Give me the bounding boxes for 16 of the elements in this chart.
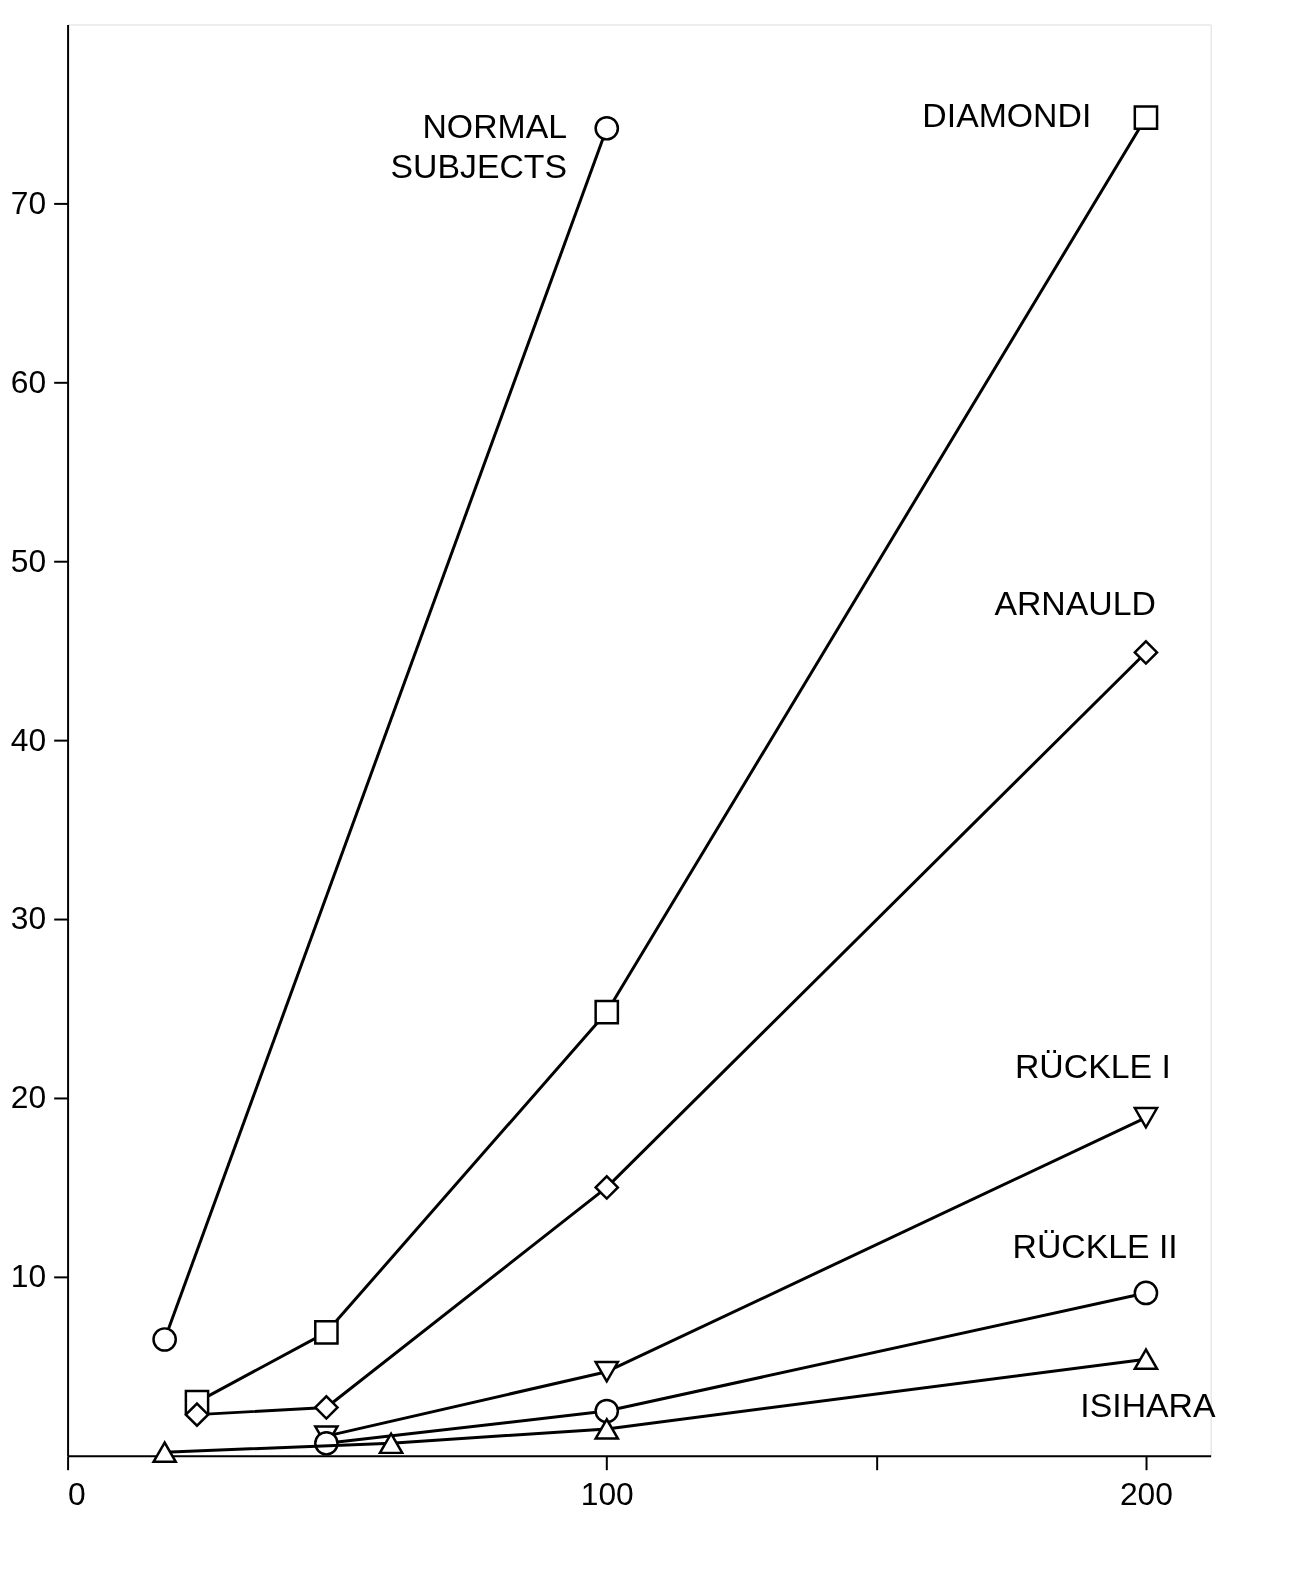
series-label: DIAMONDI [922, 96, 1092, 135]
y-tick-label: 30 [10, 900, 47, 937]
series-label: NORMAL SUBJECTS [390, 107, 567, 185]
y-tick-label: 20 [10, 1079, 47, 1116]
y-tick-label: 70 [10, 184, 47, 221]
series-label: ARNAULD [994, 583, 1156, 622]
series-label: RÜCKLE I [1014, 1046, 1171, 1085]
y-tick-label: 10 [10, 1258, 47, 1295]
y-tick-label: 50 [10, 542, 47, 579]
y-tick-label: 40 [10, 721, 47, 758]
series-label: ISIHARA [1080, 1385, 1216, 1424]
x-tick-label: 0 [68, 1475, 86, 1512]
series-label: RÜCKLE II [1012, 1227, 1178, 1266]
x-tick-label: 200 [1119, 1475, 1173, 1512]
x-tick-label: 100 [580, 1475, 634, 1512]
y-tick-label: 60 [10, 363, 47, 400]
